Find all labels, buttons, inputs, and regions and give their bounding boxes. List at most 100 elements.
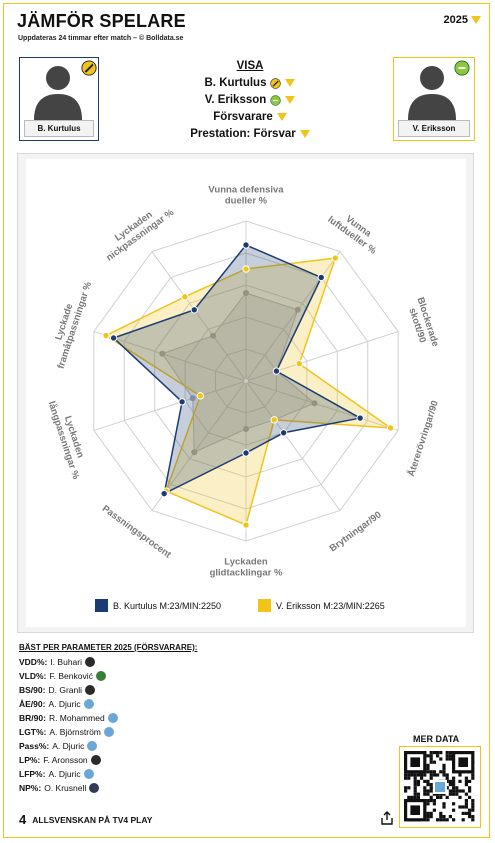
best-row-label: NP%: [19, 782, 42, 793]
qr-code-icon[interactable] [399, 746, 481, 828]
best-row-player[interactable]: A. Djuric [52, 740, 85, 751]
radar-spoke [245, 331, 399, 382]
dropdown-triangle-icon [285, 96, 296, 104]
best-row: ÅE/90: A. Djuric [19, 697, 94, 710]
average-point [189, 395, 196, 402]
series-point-2 [181, 293, 189, 301]
series-point-1 [242, 241, 250, 249]
legend-item-1: B. Kurtulus M:23/MIN:2250 [95, 599, 221, 612]
best-row-player[interactable]: F. Benković [49, 670, 93, 681]
radar-spoke [93, 331, 247, 382]
player-card-right[interactable]: V. Eriksson [393, 57, 475, 141]
axis-label: Brytningar/90 [328, 509, 384, 554]
select-player-2-label: V. Eriksson [204, 94, 267, 106]
series-point-2 [386, 424, 395, 432]
share-icon[interactable] [381, 811, 393, 825]
average-point [243, 426, 249, 432]
series-point-1 [160, 489, 168, 498]
best-row-player[interactable]: F. Aronsson [43, 754, 88, 765]
select-prestation[interactable]: Prestation: Försvar [150, 128, 350, 140]
axis-label-text: dueller % [225, 196, 268, 207]
series-point-1 [109, 334, 118, 342]
series-point-2 [295, 359, 303, 368]
legend-swatch [258, 599, 271, 612]
tv4-logo-icon: 4 [19, 812, 27, 827]
legend-label: V. Eriksson M:23/MIN:2265 [276, 600, 385, 611]
club-badge-icon [83, 698, 94, 709]
select-position[interactable]: Försvarare [150, 111, 350, 123]
club-badge-icon [107, 712, 118, 723]
club-badge-icon [81, 60, 97, 76]
axis-label-text: Passningsprocent [100, 503, 174, 561]
axis-label-text: Återerövringar/90 [406, 399, 441, 478]
best-row-player[interactable]: A. Djuric [48, 698, 81, 709]
series-point-1 [190, 306, 198, 314]
axis-label: Återerövringar/90 [406, 399, 441, 478]
best-row-label: Pass%: [19, 740, 50, 751]
best-row-label: ÅE/90: [19, 698, 46, 709]
select-player-1-label: B. Kurtulus [204, 77, 267, 89]
average-point [243, 290, 249, 296]
axis-label-text: Vunna defensiva [208, 185, 284, 196]
series-point-1 [317, 273, 325, 282]
best-row: Pass%: A. Djuric [19, 739, 98, 752]
radar-chart-area: Vunna defensiva dueller % Vunna luftdueller… [26, 159, 466, 627]
club-badge-icon [95, 670, 106, 681]
player-name-left: B. Kurtulus [24, 120, 94, 137]
best-row-label: VDD%: [19, 656, 48, 667]
best-row-player[interactable]: A. Djuric [48, 768, 81, 779]
page-subtitle: Uppdateras 24 timmar efter match – © Bol… [18, 35, 184, 42]
select-player-1[interactable]: B. Kurtulus [150, 77, 350, 89]
average-point [311, 400, 318, 407]
best-row-label: BR/90: [19, 712, 46, 723]
series-point-1 [178, 398, 186, 406]
best-row: LGT%: A. Björnström [19, 725, 114, 738]
best-row: LP%: F. Aronsson [19, 753, 101, 766]
best-row-label: BS/90: [19, 684, 46, 695]
best-row-player[interactable]: D. Granli [48, 684, 83, 695]
footer-brand[interactable]: 4 ALLSVENSKAN PÅ TV4 PLAY [19, 812, 152, 827]
radar-spoke [93, 380, 247, 431]
select-position-label: Försvarare [213, 111, 273, 123]
player-card-left[interactable]: B. Kurtulus [19, 57, 99, 141]
club-badge-icon [87, 740, 98, 751]
best-row-label: LFP%: [19, 768, 46, 779]
club-badge-icon [103, 726, 114, 737]
dropdown-triangle-icon [276, 113, 287, 121]
best-row-label: LP%: [19, 754, 41, 765]
average-point [191, 449, 198, 456]
best-row-player[interactable]: A. Björnström [49, 726, 101, 737]
year-selector[interactable]: 2025 [444, 14, 481, 26]
radar-spoke [245, 380, 399, 431]
best-row: BR/90: R. Mohammed [19, 711, 118, 724]
axis-label-text: Brytningar/90 [328, 509, 384, 554]
radar-spoke [245, 251, 341, 382]
dropdown-triangle-icon [285, 79, 296, 87]
best-row-player[interactable]: I. Buhari [50, 656, 82, 667]
average-point [294, 306, 301, 313]
legend-item-2: V. Eriksson M:23/MIN:2265 [258, 599, 385, 612]
series-point-1 [242, 449, 250, 457]
series-point-2 [242, 521, 250, 529]
best-row-player[interactable]: O. Krusnell [44, 782, 87, 793]
best-row-label: VLD%: [19, 670, 47, 681]
legend-swatch [95, 599, 108, 612]
footer-text: ALLSVENSKAN PÅ TV4 PLAY [32, 814, 153, 825]
best-row: BS/90: D. Granli [19, 683, 96, 696]
average-point [210, 332, 217, 339]
club-badge-icon [270, 77, 282, 89]
average-point [159, 350, 166, 357]
axis-label: Passningsprocent [100, 503, 174, 561]
select-player-2[interactable]: V. Eriksson [150, 94, 350, 106]
best-row-player[interactable]: R. Mohammed [48, 712, 105, 723]
club-badge-icon [270, 94, 281, 106]
best-row: VDD%: I. Buhari [19, 655, 95, 668]
best-row: NP%: O. Krusnell [19, 781, 100, 794]
